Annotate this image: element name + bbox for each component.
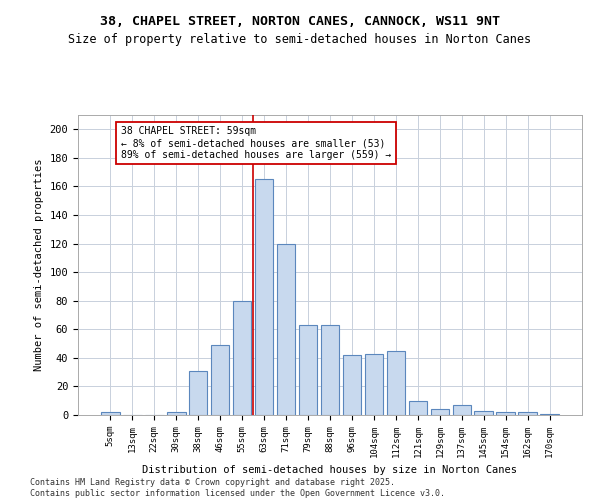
X-axis label: Distribution of semi-detached houses by size in Norton Canes: Distribution of semi-detached houses by … (143, 466, 517, 475)
Text: Contains HM Land Registry data © Crown copyright and database right 2025.
Contai: Contains HM Land Registry data © Crown c… (30, 478, 445, 498)
Bar (189, 370, 208, 415)
Bar (211, 345, 229, 415)
Bar (277, 244, 295, 415)
Bar (233, 300, 251, 415)
Y-axis label: Number of semi-detached properties: Number of semi-detached properties (34, 159, 44, 371)
Bar (518, 412, 537, 415)
Text: Size of property relative to semi-detached houses in Norton Canes: Size of property relative to semi-detach… (68, 32, 532, 46)
Text: 38 CHAPEL STREET: 59sqm
← 8% of semi-detached houses are smaller (53)
89% of sem: 38 CHAPEL STREET: 59sqm ← 8% of semi-det… (121, 126, 391, 160)
Bar (255, 180, 274, 415)
Bar (299, 325, 317, 415)
Bar (101, 412, 119, 415)
Bar (365, 354, 383, 415)
Bar (431, 410, 449, 415)
Bar (541, 414, 559, 415)
Bar (409, 400, 427, 415)
Bar (475, 410, 493, 415)
Bar (452, 405, 471, 415)
Bar (496, 412, 515, 415)
Bar (343, 355, 361, 415)
Bar (320, 325, 340, 415)
Text: 38, CHAPEL STREET, NORTON CANES, CANNOCK, WS11 9NT: 38, CHAPEL STREET, NORTON CANES, CANNOCK… (100, 15, 500, 28)
Bar (167, 412, 185, 415)
Bar (386, 350, 405, 415)
